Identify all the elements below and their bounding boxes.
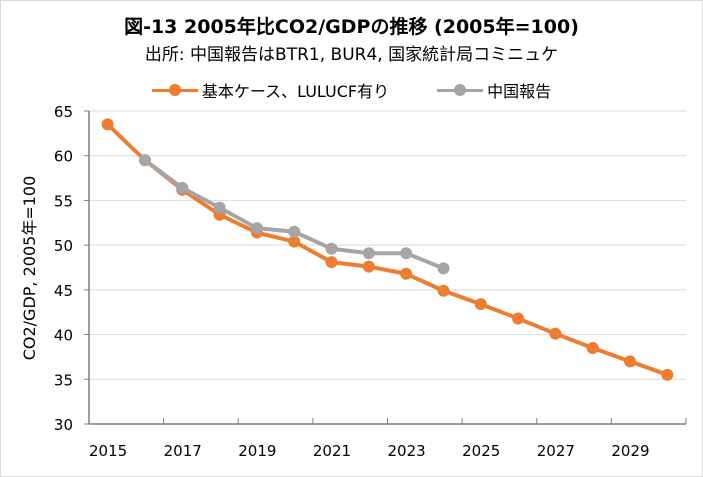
data-point bbox=[288, 225, 301, 238]
series-line-0 bbox=[106, 122, 669, 377]
data-point bbox=[325, 256, 338, 269]
data-point bbox=[288, 235, 301, 248]
x-tick-label: 2023 bbox=[388, 442, 426, 460]
data-point bbox=[661, 368, 674, 381]
y-tick-label: 50 bbox=[54, 237, 73, 255]
data-point bbox=[549, 327, 562, 340]
x-tick-label: 2015 bbox=[89, 442, 127, 460]
y-tick-label: 65 bbox=[54, 103, 73, 121]
x-tick-label: 2029 bbox=[611, 442, 649, 460]
x-tick-label: 2019 bbox=[238, 442, 276, 460]
x-tick-label: 2027 bbox=[537, 442, 575, 460]
y-tick-label: 60 bbox=[54, 148, 73, 166]
legend-item-base-case: 基本ケース、LULUCF有り bbox=[151, 78, 390, 102]
data-point bbox=[437, 262, 450, 275]
y-tick-label: 55 bbox=[54, 192, 73, 210]
legend-swatch-base-case bbox=[151, 83, 198, 97]
data-point bbox=[325, 242, 338, 255]
legend-label-base-case: 基本ケース、LULUCF有り bbox=[201, 82, 390, 101]
data-point bbox=[400, 267, 413, 280]
data-point bbox=[101, 118, 114, 131]
legend-swatch-china-report bbox=[437, 83, 484, 97]
data-point bbox=[138, 154, 151, 167]
data-point bbox=[512, 312, 525, 325]
legend-item-china-report: 中国報告 bbox=[437, 78, 551, 102]
data-point bbox=[176, 181, 189, 194]
x-tick-label: 2017 bbox=[164, 442, 202, 460]
legend-label-china-report: 中国報告 bbox=[487, 82, 552, 101]
data-point bbox=[624, 355, 637, 368]
y-tick-label: 35 bbox=[54, 371, 73, 389]
data-point bbox=[362, 260, 375, 273]
series-line-1 bbox=[143, 158, 445, 271]
legend: 基本ケース、LULUCF有り 中国報告 bbox=[0, 78, 703, 102]
data-point bbox=[250, 222, 263, 235]
x-tick-label: 2021 bbox=[313, 442, 351, 460]
y-tick-label: 30 bbox=[54, 416, 73, 434]
data-point bbox=[362, 247, 375, 260]
data-point bbox=[213, 201, 226, 214]
data-point bbox=[586, 341, 599, 354]
chart-subtitle: 出所: 中国報告はBTR1, BUR4, 国家統計局コミニュケ bbox=[144, 45, 559, 65]
chart-title: 図-13 2005年比CO2/GDPの推移 (2005年=100) bbox=[124, 16, 579, 38]
y-tick-label: 40 bbox=[54, 327, 73, 345]
data-point bbox=[474, 298, 487, 311]
data-point bbox=[400, 247, 413, 260]
y-axis-label: CO2/GDP, 2005年=100 bbox=[20, 175, 39, 361]
data-point bbox=[437, 284, 450, 297]
y-tick-label: 45 bbox=[54, 282, 73, 300]
x-tick-label: 2025 bbox=[462, 442, 500, 460]
